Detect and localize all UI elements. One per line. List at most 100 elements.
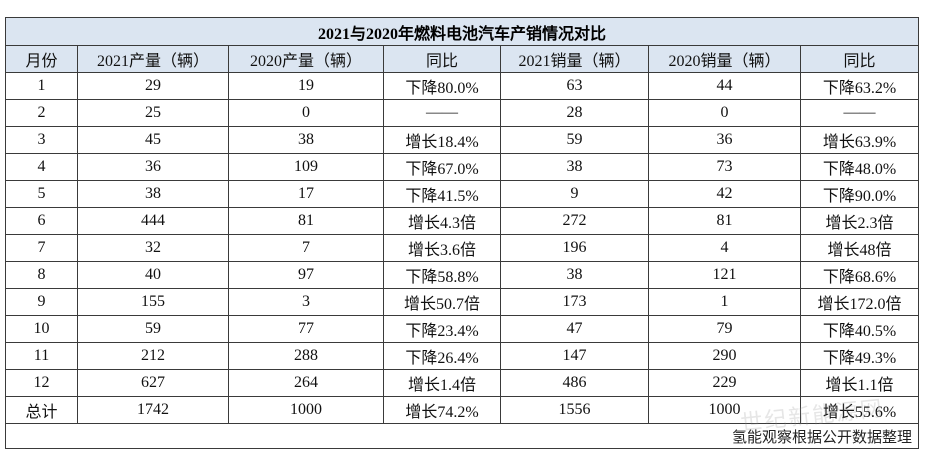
cell-month: 11 <box>5 342 78 370</box>
cell-sales-yoy: —— <box>799 99 920 127</box>
table-title: 2021与2020年燃料电池汽车产销情况对比 <box>4 17 920 46</box>
cell-production-yoy: 下降80.0% <box>383 72 501 100</box>
table-row: 6 444 81 增长4.3倍 272 81 增长2.3倍 <box>5 207 920 235</box>
cell-sales-2021: 38 <box>500 153 649 181</box>
cell-production-yoy: 下降58.8% <box>383 261 501 289</box>
cell-sales-yoy: 增长1.1倍 <box>799 369 920 397</box>
cell-month: 6 <box>5 207 78 235</box>
source-note: 氢能观察根据公开数据整理 <box>4 423 920 449</box>
cell-production-yoy: 下降26.4% <box>383 342 501 370</box>
cell-production-2021: 45 <box>77 126 229 154</box>
table-title-row: 2021与2020年燃料电池汽车产销情况对比 <box>4 17 920 46</box>
cell-sales-2020: 1 <box>648 288 801 316</box>
header-production-2021: 2021产量（辆） <box>77 45 229 73</box>
header-production-2020: 2020产量（辆） <box>228 45 384 73</box>
table-row: 10 59 77 下降23.4% 47 79 下降40.5% <box>5 315 920 343</box>
cell-month: 7 <box>5 234 78 262</box>
cell-production-2021: 444 <box>77 207 229 235</box>
cell-sales-2021: 196 <box>500 234 649 262</box>
header-sales-2021: 2021销量（辆） <box>500 45 649 73</box>
cell-sales-yoy: 下降40.5% <box>799 315 920 343</box>
cell-sales-yoy: 增长172.0倍 <box>799 288 920 316</box>
cell-production-yoy: 增长4.3倍 <box>383 207 501 235</box>
cell-production-yoy: 增长3.6倍 <box>383 234 501 262</box>
cell-production-2020: 0 <box>228 99 384 127</box>
table-row: 7 32 7 增长3.6倍 196 4 增长48倍 <box>5 234 920 262</box>
cell-production-2021: 40 <box>77 261 229 289</box>
cell-sales-yoy: 下降48.0% <box>799 153 920 181</box>
cell-sales-2020: 81 <box>648 207 801 235</box>
cell-sales-2020: 229 <box>648 369 801 397</box>
cell-sales-2021: 486 <box>500 369 649 397</box>
cell-sales-yoy: 下降90.0% <box>799 180 920 208</box>
cell-production-2021: 1742 <box>77 396 229 424</box>
cell-production-2021: 38 <box>77 180 229 208</box>
table-row: 4 36 109 下降67.0% 38 73 下降48.0% <box>5 153 920 181</box>
cell-sales-2021: 63 <box>500 72 649 100</box>
cell-production-yoy: 增长18.4% <box>383 126 501 154</box>
cell-production-yoy: 增长50.7倍 <box>383 288 501 316</box>
cell-sales-yoy: 增长63.9% <box>799 126 920 154</box>
cell-sales-2020: 36 <box>648 126 801 154</box>
cell-production-yoy: —— <box>383 99 501 127</box>
cell-month: 12 <box>5 369 78 397</box>
cell-sales-2021: 147 <box>500 342 649 370</box>
cell-sales-2021: 38 <box>500 261 649 289</box>
cell-sales-yoy: 下降63.2% <box>799 72 920 100</box>
cell-production-yoy: 增长1.4倍 <box>383 369 501 397</box>
cell-production-2020: 19 <box>228 72 384 100</box>
cell-production-2020: 17 <box>228 180 384 208</box>
cell-month: 3 <box>5 126 78 154</box>
header-production-yoy: 同比 <box>383 45 501 73</box>
table-body: 1 29 19 下降80.0% 63 44 下降63.2% 2 25 0 —— 28 0 —— 3 45 38 增… <box>5 72 920 424</box>
cell-sales-2020: 79 <box>648 315 801 343</box>
cell-month: 总计 <box>5 396 78 424</box>
cell-production-2020: 1000 <box>228 396 384 424</box>
cell-month: 1 <box>5 72 78 100</box>
cell-sales-2020: 73 <box>648 153 801 181</box>
table-row: 11 212 288 下降26.4% 147 290 下降49.3% <box>5 342 920 370</box>
cell-production-2020: 81 <box>228 207 384 235</box>
cell-sales-2020: 44 <box>648 72 801 100</box>
table-footer-row: 氢能观察根据公开数据整理 <box>4 423 920 449</box>
header-month: 月份 <box>5 45 78 73</box>
table-row: 9 155 3 增长50.7倍 173 1 增长172.0倍 <box>5 288 920 316</box>
cell-production-2021: 36 <box>77 153 229 181</box>
cell-production-yoy: 下降23.4% <box>383 315 501 343</box>
cell-sales-2020: 4 <box>648 234 801 262</box>
cell-sales-2021: 47 <box>500 315 649 343</box>
cell-production-2020: 288 <box>228 342 384 370</box>
cell-sales-2020: 121 <box>648 261 801 289</box>
cell-sales-2020: 0 <box>648 99 801 127</box>
cell-production-2021: 155 <box>77 288 229 316</box>
cell-sales-2021: 272 <box>500 207 649 235</box>
cell-sales-yoy: 增长48倍 <box>799 234 920 262</box>
cell-production-2020: 38 <box>228 126 384 154</box>
cell-production-yoy: 增长74.2% <box>383 396 501 424</box>
table-row: 12 627 264 增长1.4倍 486 229 增长1.1倍 <box>5 369 920 397</box>
cell-sales-yoy: 增长2.3倍 <box>799 207 920 235</box>
data-table: 2021与2020年燃料电池汽车产销情况对比 月份 2021产量（辆） 2020… <box>4 17 920 449</box>
table-row: 1 29 19 下降80.0% 63 44 下降63.2% <box>5 72 920 100</box>
cell-production-yoy: 下降41.5% <box>383 180 501 208</box>
cell-month: 2 <box>5 99 78 127</box>
table-row: 总计 1742 1000 增长74.2% 1556 1000 增长55.6% <box>5 396 920 424</box>
cell-sales-2020: 42 <box>648 180 801 208</box>
cell-production-2020: 97 <box>228 261 384 289</box>
cell-production-2021: 29 <box>77 72 229 100</box>
cell-sales-2021: 59 <box>500 126 649 154</box>
cell-month: 10 <box>5 315 78 343</box>
cell-production-2020: 7 <box>228 234 384 262</box>
cell-production-2021: 627 <box>77 369 229 397</box>
cell-sales-yoy: 增长55.6% <box>799 396 920 424</box>
table-row: 3 45 38 增长18.4% 59 36 增长63.9% <box>5 126 920 154</box>
cell-month: 9 <box>5 288 78 316</box>
cell-production-2020: 3 <box>228 288 384 316</box>
cell-sales-2021: 9 <box>500 180 649 208</box>
cell-sales-yoy: 下降68.6% <box>799 261 920 289</box>
cell-sales-2021: 28 <box>500 99 649 127</box>
cell-month: 4 <box>5 153 78 181</box>
table-row: 5 38 17 下降41.5% 9 42 下降90.0% <box>5 180 920 208</box>
cell-production-yoy: 下降67.0% <box>383 153 501 181</box>
cell-sales-yoy: 下降49.3% <box>799 342 920 370</box>
